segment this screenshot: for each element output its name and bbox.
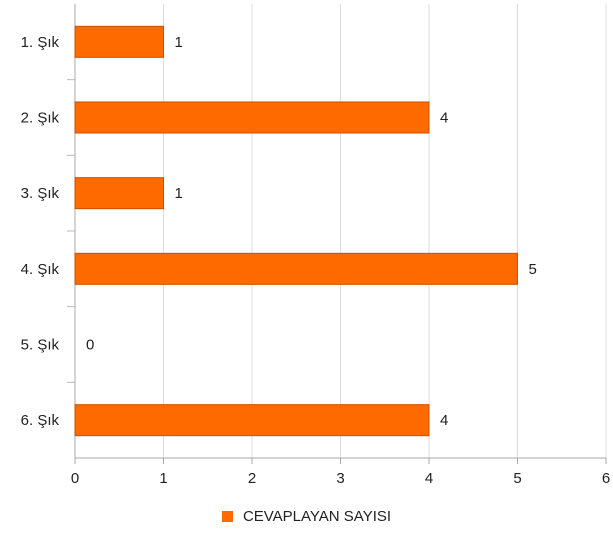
bar <box>74 101 430 134</box>
x-tick-label: 3 <box>336 470 344 487</box>
bar <box>74 25 164 58</box>
legend-label: CEVAPLAYAN SAYISI <box>242 508 392 525</box>
legend: CEVAPLAYAN SAYISI <box>0 508 613 525</box>
x-tick-label: 1 <box>159 470 167 487</box>
bar <box>74 177 164 210</box>
x-tick-label: 0 <box>71 470 79 487</box>
x-tick-label: 4 <box>425 470 433 487</box>
bar <box>74 252 518 285</box>
bar <box>74 404 430 437</box>
category-label: 2. Şık <box>21 110 60 127</box>
x-tick-label: 5 <box>513 470 521 487</box>
x-tick-label: 6 <box>602 470 610 487</box>
data-label: 5 <box>529 261 537 278</box>
data-label: 1 <box>175 34 183 51</box>
category-label: 6. Şık <box>21 412 60 429</box>
category-label: 3. Şık <box>21 185 60 202</box>
data-label: 1 <box>175 185 183 202</box>
data-label: 0 <box>86 337 94 354</box>
category-label: 4. Şık <box>21 261 60 278</box>
data-label: 4 <box>440 412 448 429</box>
category-label: 5. Şık <box>21 337 60 354</box>
category-label: 1. Şık <box>21 34 60 51</box>
legend-swatch <box>221 511 233 522</box>
data-label: 4 <box>440 110 448 127</box>
x-tick-label: 2 <box>248 470 256 487</box>
